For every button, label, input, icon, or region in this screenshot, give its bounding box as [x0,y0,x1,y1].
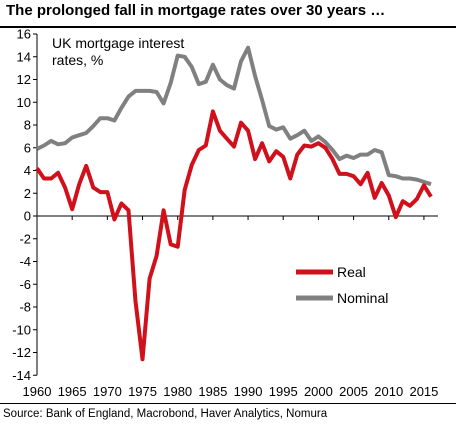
y-tick-label: 4 [24,163,31,178]
x-tick-label: 1965 [58,384,87,399]
annotation-line-2: rates, % [52,52,103,68]
x-tick-label: 1985 [198,384,227,399]
legend: Real Nominal [296,264,388,306]
y-tick-label: 14 [17,49,31,64]
x-tick-label: 2005 [339,384,368,399]
x-tick-label: 2000 [304,384,333,399]
chart-title: The prolonged fall in mortgage rates ove… [6,2,386,19]
x-tick-label: 1995 [269,384,298,399]
legend-real-label: Real [337,264,366,280]
x-tick-label: 2015 [409,384,438,399]
y-tick-label: 2 [24,186,31,201]
legend-nominal-label: Nominal [337,290,388,306]
series-layer [35,45,433,362]
x-tick-label: 1970 [93,384,122,399]
source-note: Source: Bank of England, Macrobond, Have… [3,408,328,420]
y-tick-label: -8 [19,300,31,315]
footer-rule [0,403,456,404]
y-tick-label: 10 [17,95,31,110]
y-tick-label: -4 [19,254,31,269]
y-tick-label: 6 [24,140,31,155]
y-tick-label: -14 [12,368,31,383]
series-nominal-line [36,45,432,187]
y-tick-label: 12 [17,72,31,87]
y-tick-label: -6 [19,277,31,292]
x-tick-label: 1975 [128,384,157,399]
x-tick-label: 1980 [163,384,192,399]
y-tick-label: -2 [19,231,31,246]
y-tick-label: 0 [24,209,31,224]
x-tick-label: 1990 [234,384,263,399]
series-real-line [35,109,433,362]
annotation-line-1: UK mortgage interest [52,35,184,51]
y-tick-label: 8 [24,118,31,133]
y-tick-label: 16 [17,27,31,42]
chart-annotation: UK mortgage interest rates, % [52,35,184,68]
x-tick-label: 2010 [374,384,403,399]
x-tick-label: 1960 [23,384,52,399]
title-rule [0,26,456,28]
y-tick-label: -12 [12,345,31,360]
y-tick-label: -10 [12,322,31,337]
